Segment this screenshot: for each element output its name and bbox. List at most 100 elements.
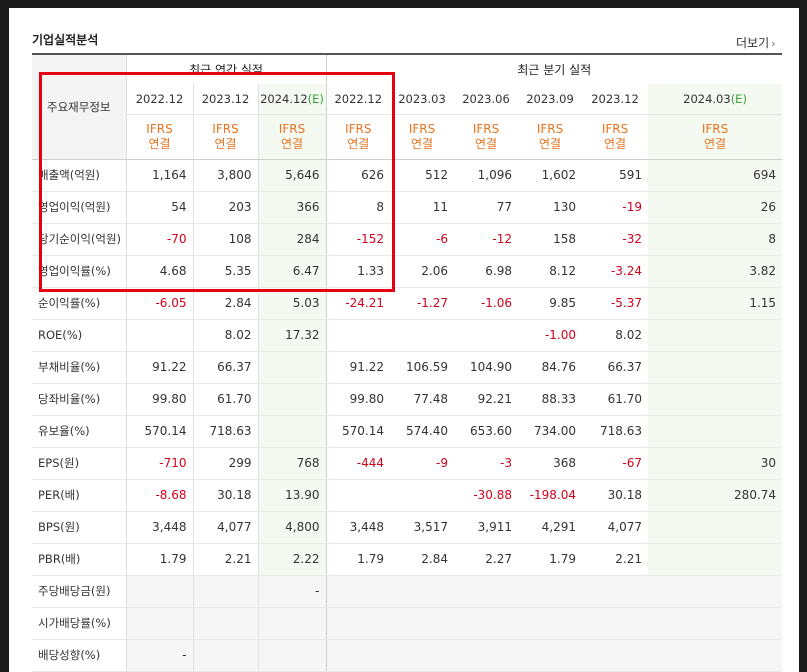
value-cell [192, 574, 258, 608]
value-cell: 284 [257, 223, 327, 256]
value-cell: 653.60 [454, 415, 519, 448]
value-cell: 366 [257, 191, 327, 224]
row-label: 부채비율(%) [32, 350, 127, 384]
value-cell: 84.76 [518, 350, 583, 384]
value-cell: 66.37 [582, 350, 649, 384]
value-cell [648, 319, 783, 352]
row-label: 영업이익(억원) [32, 191, 127, 224]
value-cell [648, 574, 783, 608]
value-cell [257, 350, 327, 384]
value-cell: 3.82 [648, 255, 783, 288]
value-cell [390, 639, 455, 672]
table-row: 당기순이익(억원) -70 108 284 -152 -6 -12 158 -32 8 [32, 223, 783, 256]
period-date: 2024.03(E) [648, 84, 783, 115]
row-label: 순이익률(%) [32, 287, 127, 320]
financial-table-body: 매출액(억원) 1,164 3,800 5,646 626 512 1,096 1,602 59… [32, 159, 783, 672]
value-cell: 91.22 [125, 350, 193, 384]
value-cell: -12 [454, 223, 519, 256]
value-cell: 368 [518, 446, 583, 480]
period-date: 2023.09 [518, 84, 583, 115]
value-cell [582, 607, 649, 640]
table-row: 배당성향(%) - [32, 639, 783, 672]
value-cell: 280.74 [648, 479, 783, 512]
value-cell: 299 [192, 446, 258, 480]
value-cell: 130 [518, 191, 583, 224]
value-cell: 3,911 [454, 511, 519, 544]
financial-panel: 기업실적분석 더보기 › 주요재무정보 최근 연간 실적 최근 분기 실적 202… [9, 8, 799, 672]
value-cell [390, 607, 455, 640]
value-cell: 88.33 [518, 383, 583, 416]
more-link[interactable]: 더보기 › [736, 36, 776, 50]
value-cell: 626 [325, 159, 391, 192]
value-cell: -3.24 [582, 255, 649, 288]
value-cell: 1,096 [454, 159, 519, 192]
value-cell: 2.27 [454, 543, 519, 576]
table-row: ROE(%) 8.02 17.32 -1.00 8.02 [32, 319, 783, 352]
estimate-mark: (E) [730, 91, 747, 106]
value-cell: 104.90 [454, 350, 519, 384]
value-cell: 99.80 [325, 383, 391, 416]
value-cell: 11 [390, 191, 455, 224]
value-cell: 8.02 [192, 319, 258, 352]
value-cell: 1,164 [125, 159, 193, 192]
value-cell: 718.63 [192, 415, 258, 448]
value-cell: -24.21 [325, 287, 391, 320]
value-cell: 30 [648, 446, 783, 480]
period-date-row: 2022.12 2023.12 2024.12(E) 2022.12 2023.03 20… [32, 84, 783, 115]
value-cell: -198.04 [518, 479, 583, 512]
value-cell [648, 511, 783, 544]
value-cell: 1.79 [325, 543, 391, 576]
ifrs-cell: IFRS 연결 [257, 114, 327, 160]
table-row: PBR(배) 1.79 2.21 2.22 1.79 2.84 2.27 1.79 2.21 [32, 543, 783, 576]
value-cell [518, 639, 583, 672]
value-cell: 8.02 [582, 319, 649, 352]
value-cell [648, 415, 783, 448]
row-label: 주당배당금(원) [32, 574, 127, 608]
value-cell: 574.40 [390, 415, 455, 448]
value-cell: 4.68 [125, 255, 193, 288]
ifrs-cell: IFRS 연결 [390, 114, 455, 160]
value-cell [325, 639, 391, 672]
value-cell: - [257, 574, 327, 608]
period-date: 2023.12 [192, 84, 258, 115]
value-cell: 8 [325, 191, 391, 224]
row-label: 매출액(억원) [32, 159, 127, 192]
value-cell: 6.47 [257, 255, 327, 288]
value-cell: 4,077 [192, 511, 258, 544]
value-cell: 1.15 [648, 287, 783, 320]
row-label: EPS(원) [32, 446, 127, 480]
value-cell: -32 [582, 223, 649, 256]
value-cell: 99.80 [125, 383, 193, 416]
value-cell: -8.68 [125, 479, 193, 512]
value-cell: 77.48 [390, 383, 455, 416]
value-cell: 91.22 [325, 350, 391, 384]
period-date: 2022.12 [125, 84, 193, 115]
value-cell [518, 607, 583, 640]
value-cell: 8.12 [518, 255, 583, 288]
value-cell: 54 [125, 191, 193, 224]
value-cell: 17.32 [257, 319, 327, 352]
estimate-mark: (E) [307, 91, 324, 106]
value-cell [390, 574, 455, 608]
value-cell: 2.21 [192, 543, 258, 576]
value-cell [582, 574, 649, 608]
financial-table: 주요재무정보 최근 연간 실적 최근 분기 실적 2022.12 2023.12 2… [32, 53, 783, 672]
value-cell: 768 [257, 446, 327, 480]
value-cell [518, 574, 583, 608]
table-row: 당좌비율(%) 99.80 61.70 99.80 77.48 92.21 88.33 61.… [32, 383, 783, 416]
value-cell [390, 319, 455, 352]
value-cell: 203 [192, 191, 258, 224]
value-cell [582, 639, 649, 672]
value-cell [125, 607, 193, 640]
value-cell [125, 319, 193, 352]
value-cell: -444 [325, 446, 391, 480]
value-cell [648, 350, 783, 384]
row-label: PER(배) [32, 479, 127, 512]
value-cell [454, 639, 519, 672]
ifrs-cell: IFRS 연결 [648, 114, 783, 160]
value-cell: -5.37 [582, 287, 649, 320]
value-cell: 13.90 [257, 479, 327, 512]
period-date: 2023.03 [390, 84, 455, 115]
value-cell: -6.05 [125, 287, 193, 320]
value-cell: 2.06 [390, 255, 455, 288]
